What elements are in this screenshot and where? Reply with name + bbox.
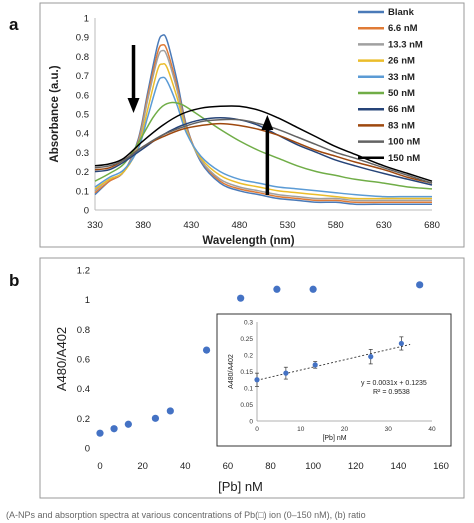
inset-y-tick-label: 0 [249, 418, 253, 425]
data-point [124, 420, 132, 428]
series-line [94, 63, 432, 200]
y-axis-title: A480/A402 [54, 327, 69, 391]
y-tick-label: 0.7 [76, 71, 89, 82]
inset-x-tick-label: 10 [297, 426, 305, 433]
legend-entry: 26 nM [388, 56, 415, 67]
panel-a-plot: 0 0.1 0.2 0.3 0.4 0.5 0.6 0.7 0.8 0.9 1 330 380 430 48… [49, 7, 440, 247]
x-axis-title: [Pb] nM [218, 479, 263, 494]
series-line [94, 76, 432, 198]
inset-y-tick-label: 0.1 [244, 385, 253, 392]
data-point [110, 425, 118, 433]
legend-entry: 13.3 nM [388, 39, 423, 50]
inset-plot: 0 0.05 0.1 0.15 0.2 0.25 0.3 0 10 20 30 40 [Pb] nM A4… [216, 313, 452, 447]
x-tick-label: 430 [183, 220, 199, 231]
x-tick-label: 580 [328, 220, 344, 231]
inset-data-point [312, 362, 318, 368]
series-line [94, 117, 433, 186]
y-tick-label: 0.5 [76, 110, 89, 121]
x-tick-label: 20 [137, 461, 148, 472]
data-point [96, 429, 104, 437]
legend-entry: 6.6 nM [388, 23, 418, 34]
y-tick-label: 1 [85, 295, 90, 306]
x-tick-label: 100 [305, 461, 321, 472]
panel-b-label: b [9, 271, 19, 290]
y-tick-label: 0.6 [76, 90, 89, 101]
x-tick-label: 530 [280, 220, 296, 231]
panel-b-plot: 00.20.40.60.811.20 20 40 60 80 100 120 140 160[P… [54, 266, 449, 495]
inset-data-point [368, 354, 374, 360]
data-point [202, 346, 211, 354]
y-tick-label: 0.6 [77, 355, 90, 366]
series-line [94, 101, 433, 190]
legend-entry: 50 nM [388, 88, 415, 99]
series-line [94, 118, 433, 184]
panel-a-label: a [9, 15, 19, 34]
y-tick-label: 0.2 [77, 414, 90, 425]
y-tick-label: 0.4 [76, 129, 89, 140]
x-tick-label: 60 [223, 461, 234, 472]
data-point [237, 294, 245, 302]
x-tick-label: 120 [348, 461, 364, 472]
panel-a-frame [39, 2, 465, 248]
inset-x-tick-label: 20 [341, 426, 349, 433]
x-tick-label: 630 [376, 220, 392, 231]
y-tick-label: 0.4 [77, 384, 90, 395]
inset-y-tick-label: 0.25 [240, 336, 253, 343]
data-point [151, 414, 160, 422]
inset-y-axis-title: A480/A402 [228, 354, 235, 389]
inset-x-tick-label: 0 [255, 426, 259, 433]
legend-entry: 150 nM [388, 153, 420, 164]
r-squared-label: R² = 0.9538 [373, 389, 410, 396]
series-line [94, 105, 433, 182]
data-point [166, 407, 174, 415]
y-tick-label: 0.3 [76, 148, 89, 159]
x-tick-label: 480 [231, 220, 247, 231]
y-tick-label: 0.2 [76, 167, 89, 178]
data-point [309, 285, 317, 293]
y-tick-label: 0.9 [76, 33, 89, 44]
trendline-equation: y = 0.0031x + 0.1235 [361, 380, 427, 387]
inset-y-tick-label: 0.15 [240, 369, 253, 376]
legend-entry: 33 nM [388, 72, 415, 83]
panel-b-frame [39, 257, 465, 499]
down-arrow-head [127, 98, 140, 113]
series-line [94, 49, 432, 202]
legend-entry: 66 nM [388, 104, 415, 115]
data-point [273, 285, 281, 293]
legend-entry: 100 nM [388, 137, 420, 148]
inset-data-point [254, 377, 260, 383]
figure-caption: (A-NPs and absorption spectra at various… [6, 510, 366, 520]
data-point [416, 281, 424, 289]
inset-data-point [398, 340, 404, 347]
inset-x-tick-label: 30 [385, 426, 393, 433]
x-tick-label: 680 [424, 220, 440, 231]
inset-data-point [283, 370, 289, 376]
inset-y-tick-label: 0.2 [244, 352, 253, 359]
inset-y-tick-label: 0.3 [244, 319, 253, 326]
y-axis-title: Absorbance (a.u.) [49, 65, 61, 162]
legend-entry: Blank [388, 7, 415, 18]
inset-x-tick-label: 40 [428, 426, 436, 433]
y-tick-label: 0.8 [76, 52, 89, 63]
x-tick-label: 140 [390, 461, 406, 472]
x-tick-label: 380 [135, 220, 151, 231]
x-tick-label: 0 [97, 461, 102, 472]
y-tick-label: 0.8 [77, 325, 90, 336]
inset-y-tick-label: 0.05 [240, 402, 253, 409]
x-axis-title: Wavelength (nm) [202, 235, 294, 247]
up-arrow-head [261, 115, 274, 130]
x-tick-label: 80 [265, 461, 276, 472]
legend-entry: 83 nM [388, 120, 415, 131]
y-tick-label: 0 [85, 444, 90, 455]
inset-x-axis-title: [Pb] nM [322, 435, 346, 442]
y-tick-label: 1.2 [77, 266, 90, 277]
x-tick-label: 40 [180, 461, 191, 472]
x-tick-label: 160 [433, 461, 449, 472]
x-tick-label: 330 [87, 220, 103, 231]
y-tick-label: 1 [84, 14, 89, 25]
y-tick-label: 0 [84, 206, 89, 217]
y-tick-label: 0.1 [76, 186, 89, 197]
